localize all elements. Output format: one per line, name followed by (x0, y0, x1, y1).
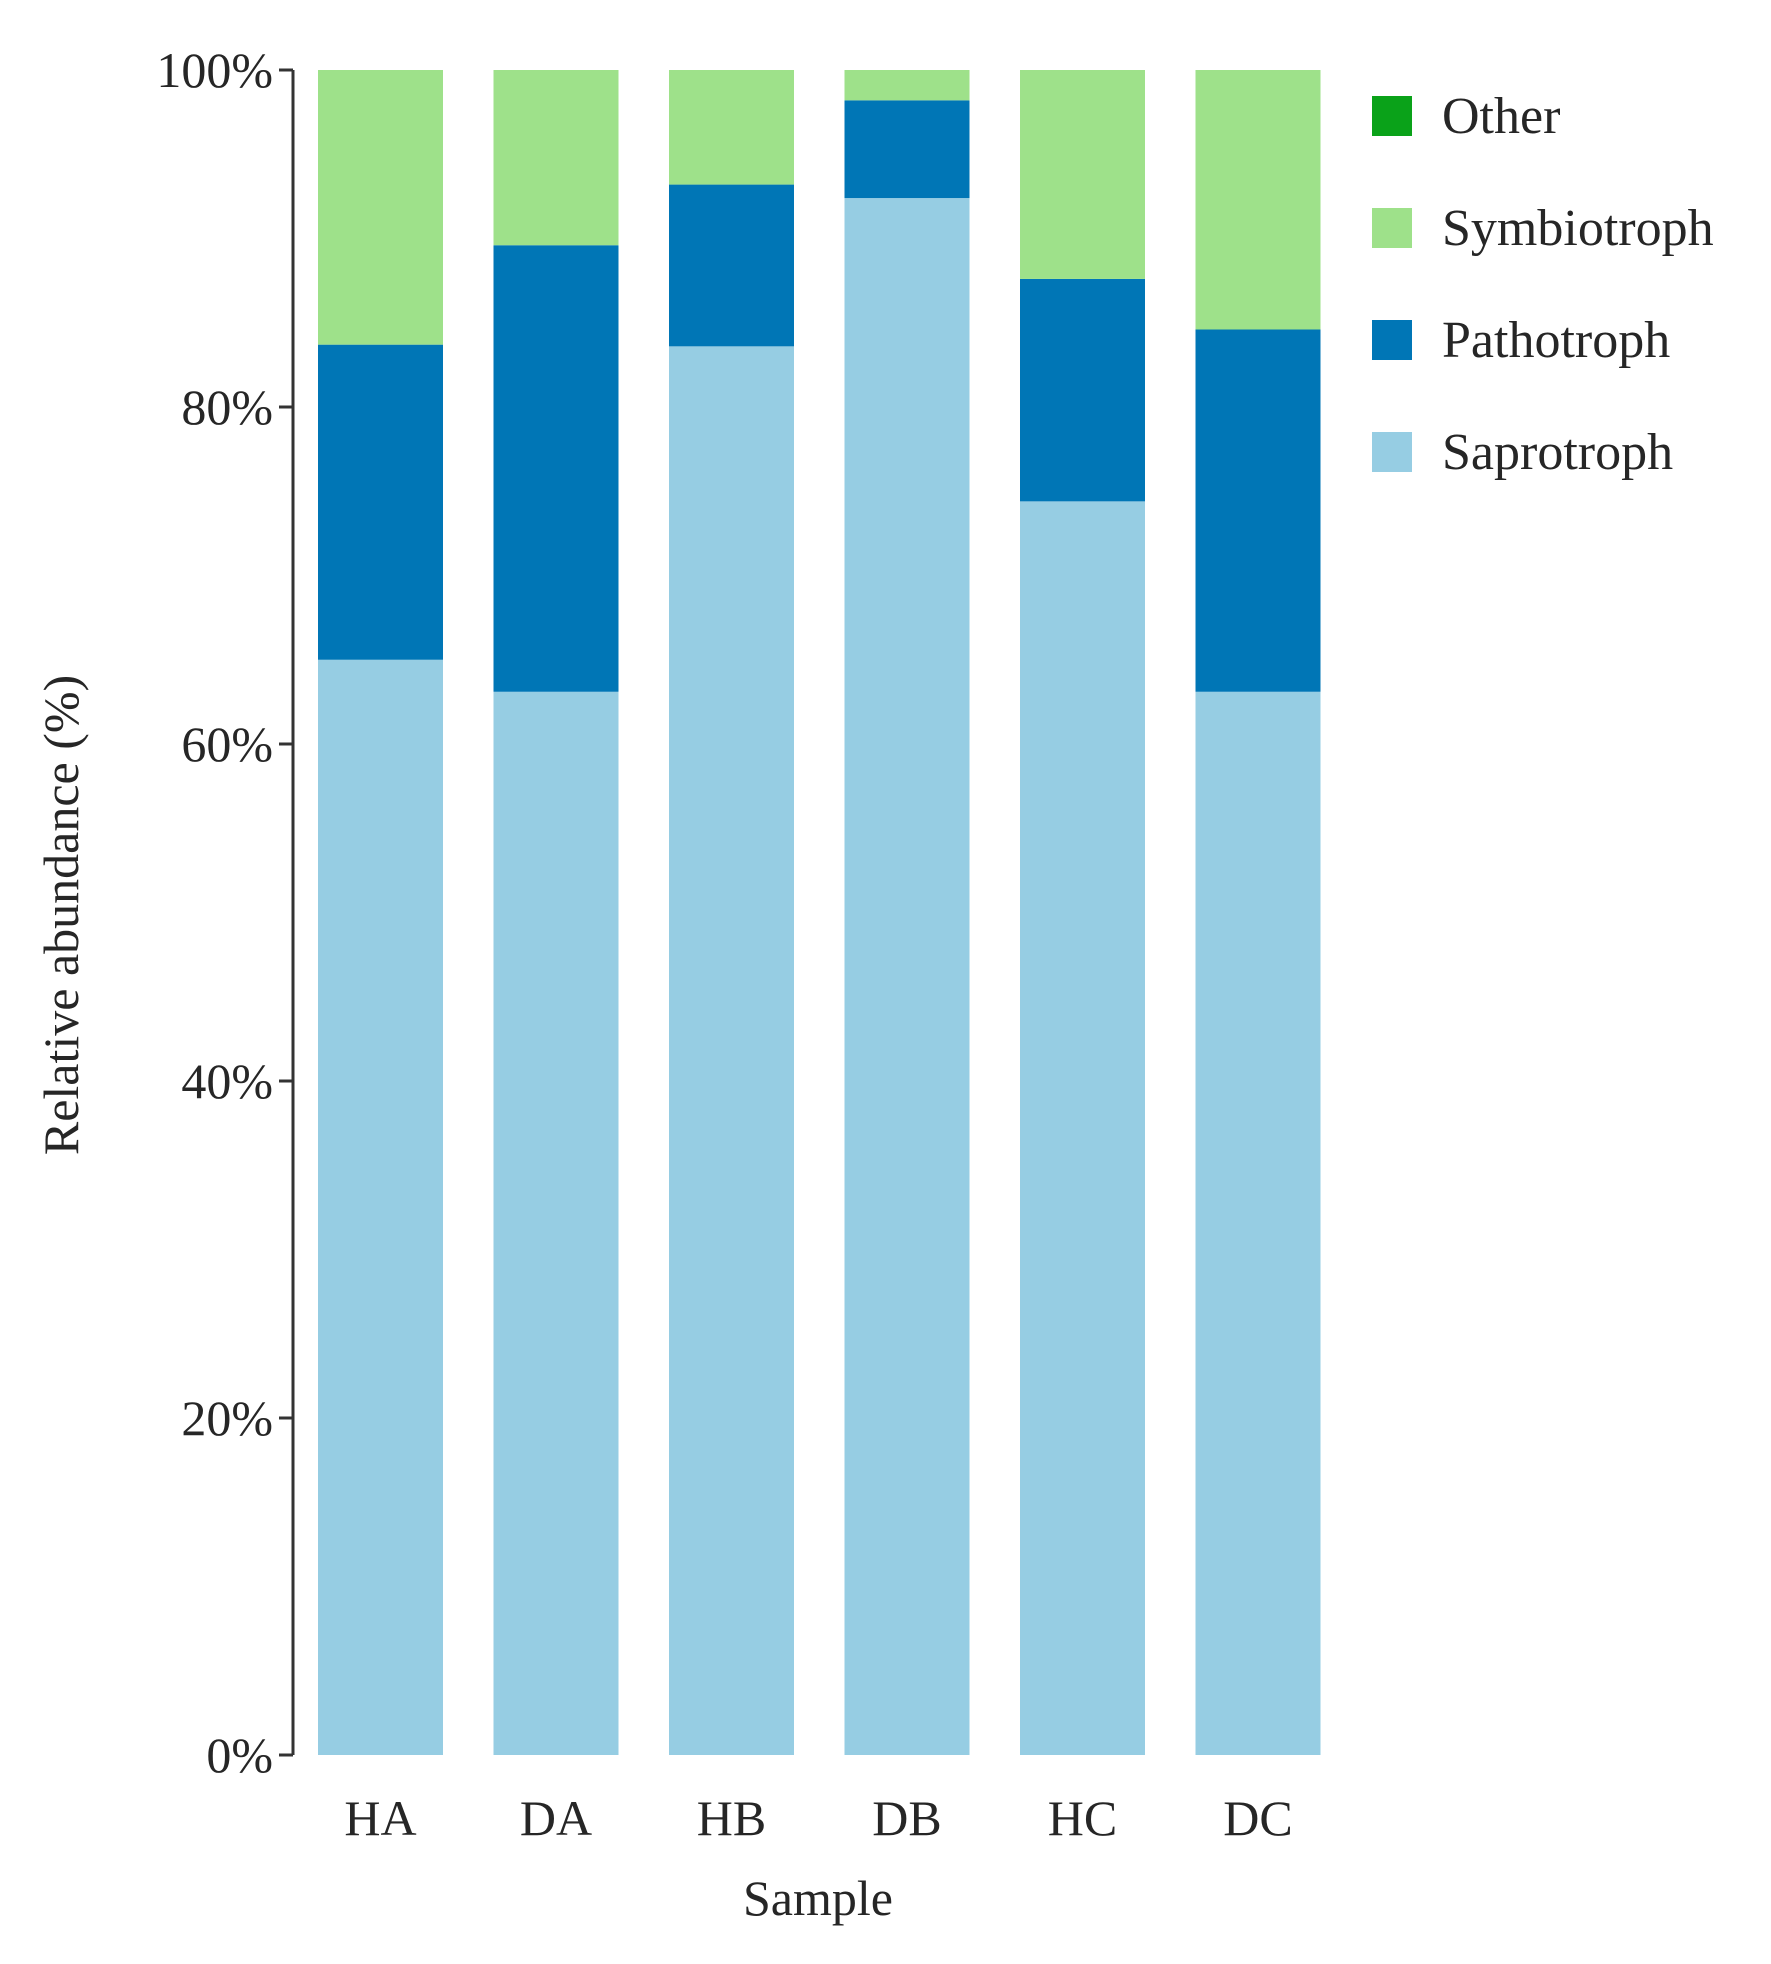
bar-hc-saprotroph (1020, 501, 1145, 1755)
bar-db-symbiotroph (844, 70, 970, 101)
bar-hc-pathotroph (1020, 278, 1145, 502)
x-tick-label: DA (520, 1790, 592, 1846)
legend-label-other: Other (1442, 88, 1560, 145)
x-tick-label: HA (344, 1790, 416, 1846)
bar-ha-symbiotroph (318, 70, 443, 345)
legend: Other Symbiotroph Pathotroph Saprotroph (1372, 88, 1714, 481)
legend-swatch-symbiotroph (1372, 208, 1412, 248)
x-tick-label: DC (1223, 1790, 1292, 1846)
bar-db-saprotroph (844, 198, 970, 1755)
y-axis-title: Relative abundance (%) (33, 675, 89, 1155)
bar-da-saprotroph (493, 691, 619, 1755)
y-tick-label: 60% (181, 716, 273, 772)
legend-swatch-pathotroph (1372, 320, 1412, 360)
bar-ha-saprotroph (318, 659, 443, 1755)
x-tick-label: DB (872, 1790, 941, 1846)
x-axis-labels: HA DA HB DB HC DC (344, 1790, 1292, 1846)
x-tick-label: HC (1048, 1790, 1117, 1846)
y-tick-label: 20% (181, 1390, 273, 1446)
x-tick-label: HB (697, 1790, 766, 1846)
y-tick-label: 80% (181, 379, 273, 435)
legend-label-symbiotroph: Symbiotroph (1442, 200, 1714, 257)
bar-hb-pathotroph (669, 184, 794, 347)
legend-label-saprotroph: Saprotroph (1442, 424, 1673, 481)
y-axis: 0% 20% 40% 60% 80% 100% (156, 42, 295, 1783)
bar-da-pathotroph (493, 245, 619, 692)
bar-hb-symbiotroph (669, 70, 794, 185)
bar-da-symbiotroph (493, 70, 619, 246)
bar-hc-symbiotroph (1020, 70, 1145, 279)
legend-label-pathotroph: Pathotroph (1442, 312, 1670, 369)
bar-db-pathotroph (844, 100, 970, 199)
legend-swatch-saprotroph (1372, 432, 1412, 472)
y-tick-label: 100% (156, 42, 273, 98)
y-tick-label: 0% (206, 1727, 273, 1783)
bar-dc-symbiotroph (1195, 70, 1321, 330)
bar-ha-pathotroph (318, 344, 443, 660)
legend-swatch-other (1372, 96, 1412, 136)
bar-dc-pathotroph (1195, 329, 1321, 692)
bar-dc-saprotroph (1195, 691, 1321, 1755)
bar-hb-saprotroph (669, 346, 794, 1756)
x-axis-title: Sample (743, 1870, 893, 1926)
bars-layer (318, 70, 1321, 1756)
y-tick-label: 40% (181, 1053, 273, 1109)
